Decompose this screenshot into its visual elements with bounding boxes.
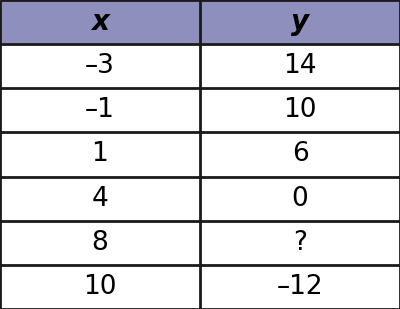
Text: 10: 10 <box>283 97 317 123</box>
Text: x: x <box>91 8 109 36</box>
Bar <box>0 0 400 44</box>
Text: –1: –1 <box>85 97 115 123</box>
Bar <box>0 176 400 221</box>
Bar <box>0 265 400 309</box>
Bar <box>0 44 400 88</box>
Bar <box>0 88 400 133</box>
Text: 1: 1 <box>92 142 108 167</box>
Bar <box>0 133 400 176</box>
Text: 4: 4 <box>92 186 108 212</box>
Text: 14: 14 <box>283 53 317 79</box>
Text: –3: –3 <box>85 53 115 79</box>
Text: 10: 10 <box>83 274 117 300</box>
Text: –12: –12 <box>277 274 323 300</box>
Text: 6: 6 <box>292 142 308 167</box>
Text: ?: ? <box>293 230 307 256</box>
Text: y: y <box>291 8 309 36</box>
Text: 8: 8 <box>92 230 108 256</box>
Bar <box>0 221 400 265</box>
Text: 0: 0 <box>292 186 308 212</box>
